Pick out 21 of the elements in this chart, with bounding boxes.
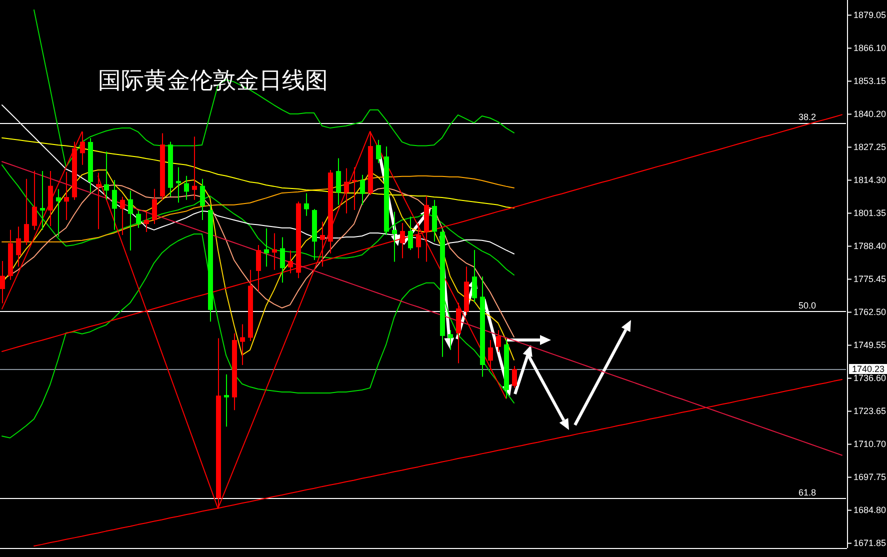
y-tick-label: 1827.25 xyxy=(854,142,886,152)
y-tick-label: 1749.55 xyxy=(854,340,886,350)
y-tick-label: 1814.30 xyxy=(854,175,886,186)
annotation: 61.8 xyxy=(798,487,816,498)
annotation: 38.2 xyxy=(798,112,816,122)
y-tick-label: 1762.50 xyxy=(854,307,886,318)
y-tick-label: 1684.80 xyxy=(854,505,886,516)
y-tick-label: 1671.85 xyxy=(854,538,886,548)
y-tick-label: 1710.70 xyxy=(854,439,886,450)
ref-line-label: 1740.23 xyxy=(852,364,885,374)
y-tick-label: 1801.35 xyxy=(854,208,886,218)
y-tick-label: 1736.60 xyxy=(854,373,886,384)
y-tick-label: 1788.40 xyxy=(854,241,886,252)
annotation: 50.0 xyxy=(798,300,816,310)
y-tick-label: 1775.45 xyxy=(854,274,886,284)
y-tick-label: 1840.20 xyxy=(854,109,886,120)
y-tick-label: 1697.75 xyxy=(854,472,886,482)
y-tick-label: 1723.65 xyxy=(854,406,886,416)
y-tick-label: 1879.05 xyxy=(854,10,886,20)
y-tick-label: 1853.15 xyxy=(854,76,886,86)
y-tick-label: 1866.10 xyxy=(854,43,886,54)
